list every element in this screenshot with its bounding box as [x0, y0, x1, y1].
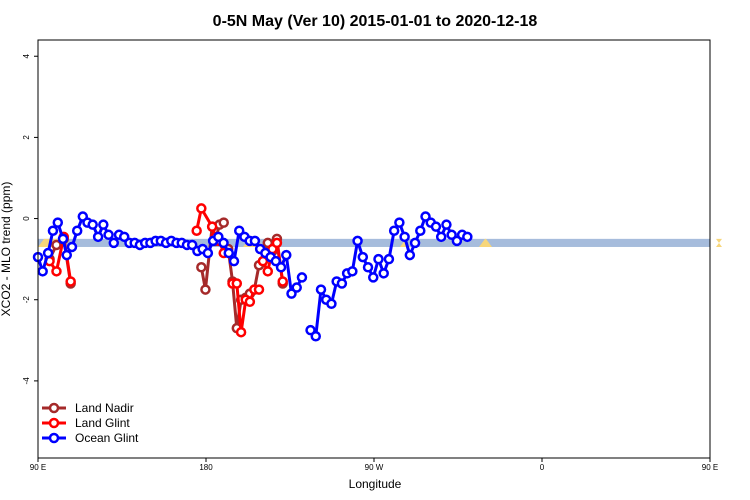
series-group: [32, 203, 473, 342]
data-point: [51, 266, 62, 277]
data-point: [357, 251, 369, 263]
data-point: [231, 278, 243, 289]
data-point: [291, 282, 302, 293]
data-point: [57, 233, 69, 245]
data-point: [51, 239, 62, 251]
y-axis-label: XCO2 - MLO trend (ppm): [0, 182, 13, 317]
data-point: [87, 219, 98, 230]
y-axis-ticks: 4 2 0 -2 -4: [22, 53, 38, 384]
data-point: [310, 331, 322, 342]
data-point: [196, 203, 207, 214]
legend-item: Land Nadir: [42, 401, 134, 415]
data-point: [191, 225, 202, 236]
legend-marker: [48, 417, 60, 429]
x-tick-label: 180: [199, 463, 213, 472]
legend-label: Ocean Glint: [75, 431, 139, 445]
band-land: [716, 238, 722, 247]
data-point: [92, 231, 104, 243]
data-point: [399, 231, 410, 243]
data-point: [281, 249, 292, 261]
data-point: [404, 249, 416, 261]
legend-marker: [48, 432, 60, 444]
data-point: [218, 237, 229, 249]
y-tick-label: 2: [22, 135, 31, 140]
y-tick-label: 4: [22, 53, 31, 58]
data-point: [373, 253, 384, 265]
data-point: [108, 237, 120, 249]
data-point: [218, 217, 229, 228]
data-point: [61, 249, 72, 261]
x-tick-label: 0: [540, 463, 545, 472]
data-point: [206, 221, 218, 232]
data-point: [42, 247, 54, 259]
data-point: [244, 296, 256, 308]
legend-label: Land Glint: [75, 416, 130, 430]
data-point: [415, 225, 426, 236]
data-point: [71, 225, 83, 236]
x-axis-label: Longitude: [349, 477, 402, 491]
series-land-nadir: [44, 217, 288, 334]
chart-title: 0-5N May (Ver 10) 2015-01-01 to 2020-12-…: [213, 13, 538, 30]
data-point: [368, 272, 379, 283]
data-point: [430, 221, 442, 232]
legend-item: Ocean Glint: [42, 431, 139, 445]
data-point: [228, 255, 240, 267]
data-point: [200, 284, 211, 295]
data-point: [103, 229, 114, 241]
data-point: [66, 241, 78, 253]
data-point: [235, 326, 247, 338]
data-point: [378, 268, 389, 279]
data-point: [296, 272, 308, 283]
data-point: [362, 262, 374, 273]
data-point: [37, 266, 48, 277]
series-land-glint: [44, 203, 288, 338]
data-point: [202, 247, 214, 259]
data-point: [409, 237, 421, 249]
x-axis-ticks: 90 E 180 90 W 0 90 E: [30, 458, 718, 472]
data-point: [326, 298, 337, 310]
data-point: [441, 219, 452, 230]
data-point: [223, 247, 235, 259]
legend-label: Land Nadir: [75, 401, 134, 415]
legend-item: Land Glint: [42, 416, 130, 430]
data-point: [352, 235, 363, 247]
x-tick-label: 90 E: [702, 463, 718, 472]
data-point: [336, 278, 348, 289]
data-point: [388, 225, 400, 236]
data-point: [52, 217, 64, 228]
data-point: [262, 266, 274, 277]
data-point: [394, 217, 405, 228]
data-point: [196, 262, 207, 273]
data-point: [462, 231, 473, 243]
data-point: [271, 237, 283, 249]
x-tick-label: 90 W: [365, 463, 384, 472]
data-point: [347, 266, 358, 277]
y-tick-label: 0: [22, 216, 31, 221]
y-tick-label: -4: [22, 377, 31, 385]
data-point: [98, 219, 109, 230]
legend-marker: [48, 402, 60, 414]
data-point: [65, 276, 76, 287]
data-point: [253, 284, 265, 295]
band-ocean: [38, 238, 710, 247]
series-ocean-glint: [32, 211, 473, 342]
band-land: [479, 238, 492, 247]
data-point: [315, 284, 327, 295]
data-point: [277, 276, 288, 287]
x-tick-label: 90 E: [30, 463, 46, 472]
data-point: [275, 262, 287, 273]
data-point: [435, 231, 447, 243]
data-point: [249, 235, 261, 247]
data-point: [47, 225, 59, 236]
data-point: [383, 253, 395, 265]
y-tick-label: -2: [22, 296, 31, 304]
